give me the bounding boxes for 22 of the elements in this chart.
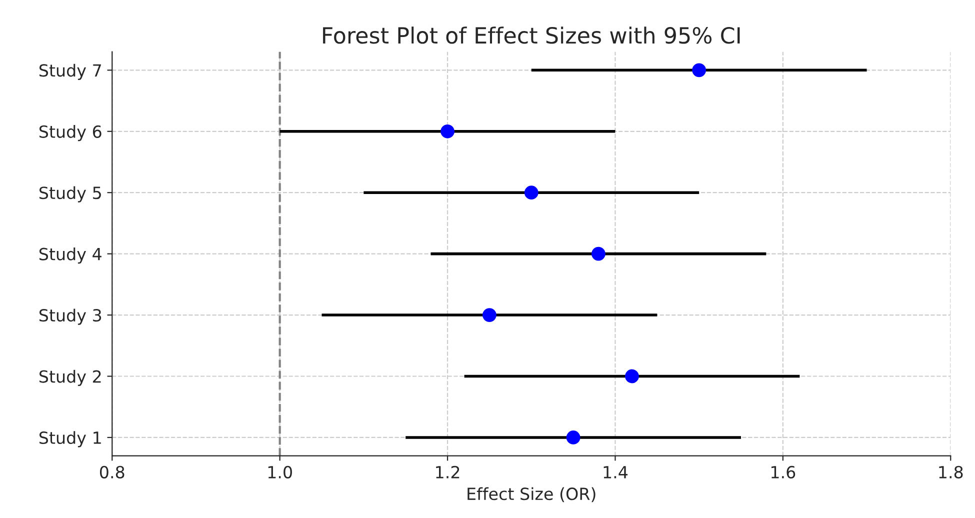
point bbox=[440, 124, 454, 138]
point bbox=[692, 63, 706, 78]
y-tick-label: Study 5 bbox=[39, 186, 101, 202]
x-tick-label: 1.0 bbox=[268, 466, 292, 478]
y-tick-label: Study 2 bbox=[39, 370, 101, 386]
y-tick-label: Study 6 bbox=[39, 125, 102, 142]
x-tick-label: 1.4 bbox=[604, 466, 628, 478]
point bbox=[625, 369, 639, 384]
x-tick-label: 1.8 bbox=[939, 466, 963, 478]
x-tick-label: 0.8 bbox=[100, 466, 124, 478]
y-tick-label: Study 1 bbox=[39, 431, 101, 448]
point bbox=[566, 430, 580, 444]
x-tick-label: 1.6 bbox=[772, 466, 796, 478]
y-tick-label: Study 7 bbox=[39, 64, 101, 80]
x-tick-label: 1.2 bbox=[436, 466, 460, 478]
x-axis-title: Effect Size (OR) bbox=[468, 487, 596, 502]
y-tick-label: Study 4 bbox=[39, 247, 102, 264]
y-tick-label: Study 3 bbox=[39, 308, 102, 325]
point bbox=[482, 308, 496, 322]
point bbox=[592, 246, 606, 261]
chart-title: Forest Plot of Effect Sizes with 95% CI bbox=[323, 26, 740, 44]
point bbox=[524, 186, 538, 200]
